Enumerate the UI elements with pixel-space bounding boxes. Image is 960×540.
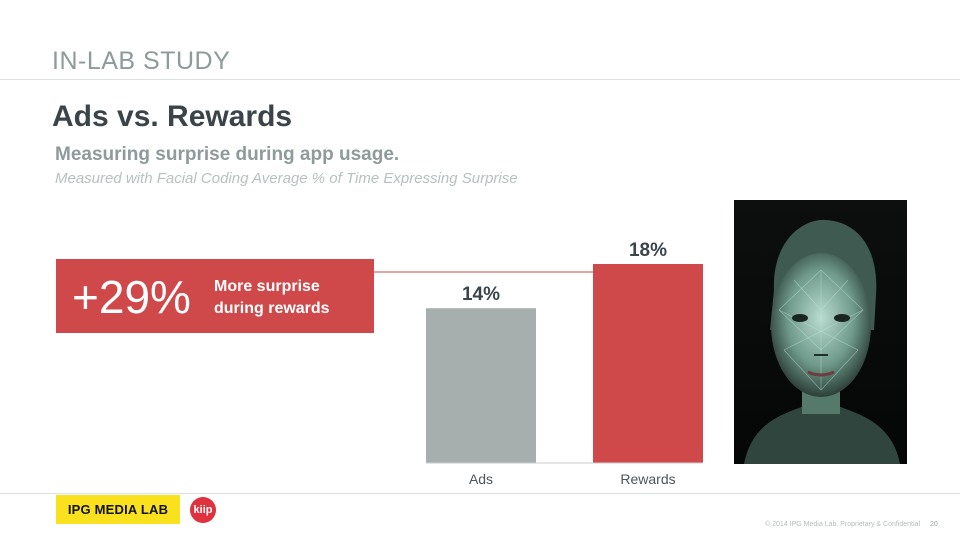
bar-ads [426,308,536,463]
value-label-ads: 14% [462,284,500,305]
page-subtitle: Measuring surprise during app usage. [55,144,400,165]
callout-text: More surprise during rewards [214,278,330,317]
category-label-rewards: Rewards [620,471,675,487]
category-labels-group: Ads Rewards [469,471,676,487]
kiip-logo: kiip [190,497,216,523]
footer-divider [0,493,960,494]
surprise-callout: +29% More surprise during rewards [56,259,374,333]
value-label-rewards: 18% [629,240,667,261]
page-title: Ads vs. Rewards [52,100,293,133]
callout-percent: +29% [72,271,191,323]
ipg-media-lab-logo: IPG MEDIA LAB [56,495,180,524]
category-label-ads: Ads [469,471,493,487]
face-coding-photo [734,200,907,464]
section-label: IN-LAB STUDY [52,47,231,75]
bar-rewards [593,264,703,463]
bars-group [426,264,703,463]
header-divider [0,79,960,80]
page-number: 20 [930,521,938,528]
copyright-note: © 2014 IPG Media Lab. Proprietary & Conf… [765,521,920,528]
measurement-note: Measured with Facial Coding Average % of… [55,170,518,187]
value-labels-group: 14% 18% [462,240,667,305]
